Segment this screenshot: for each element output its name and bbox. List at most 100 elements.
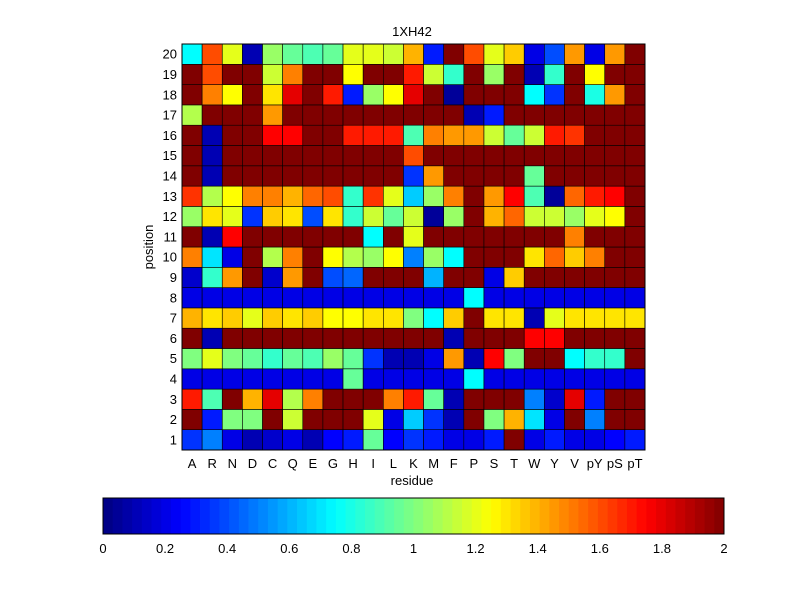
heatmap-cell [483, 145, 505, 167]
heatmap-cell [382, 287, 404, 309]
heatmap-cell [483, 84, 505, 106]
heatmap-cell [262, 185, 283, 207]
heatmap-cell [584, 368, 606, 390]
heatmap-cell [403, 246, 424, 268]
colorbar-segment [597, 498, 608, 534]
colorbar-tick-label: 0.8 [342, 541, 360, 556]
heatmap-cell [262, 124, 283, 146]
heatmap-cell [463, 348, 485, 370]
heatmap-cell [201, 409, 223, 430]
heatmap-cell [201, 226, 223, 248]
heatmap-cell [523, 145, 545, 167]
heatmap-cell [423, 165, 445, 187]
heatmap-cell [382, 185, 404, 207]
heatmap-cell [503, 64, 525, 85]
heatmap-cell [201, 104, 223, 126]
heatmap-cell [564, 165, 585, 187]
heatmap-cell [523, 348, 545, 370]
heatmap-cell [302, 64, 324, 85]
heatmap-cell [624, 43, 646, 65]
heatmap-cell [262, 409, 283, 430]
heatmap-cell [584, 124, 606, 146]
heatmap-cell [302, 124, 324, 146]
x-tick-label: P [470, 456, 479, 471]
x-tick-label: T [510, 456, 518, 471]
heatmap-cell [242, 104, 263, 126]
heatmap-cell [382, 165, 404, 187]
heatmap-cell [221, 368, 243, 390]
heatmap-cell [201, 429, 223, 451]
heatmap-cell [523, 429, 545, 451]
heatmap-cell [342, 327, 364, 349]
heatmap-cell [221, 266, 243, 288]
heatmap-cell [523, 307, 545, 329]
heatmap-cell [624, 368, 646, 390]
y-tick-label: 7 [170, 311, 177, 326]
colorbar-segment [452, 498, 463, 534]
heatmap-cell [503, 226, 525, 248]
heatmap-cell [624, 266, 646, 288]
heatmap-cell [282, 287, 304, 309]
heatmap-cell [624, 84, 646, 106]
heatmap-cell [242, 368, 263, 390]
heatmap-cell [584, 307, 606, 329]
heatmap-cell [302, 266, 324, 288]
heatmap-cell [262, 327, 283, 349]
heatmap-cell [584, 327, 606, 349]
heatmap-cell [604, 348, 626, 370]
chart-title: 1XH42 [392, 24, 432, 39]
heatmap-cell [302, 368, 324, 390]
heatmap-cell [362, 64, 384, 85]
heatmap-cell [463, 104, 485, 126]
heatmap-cell [342, 266, 364, 288]
heatmap-cell [503, 145, 525, 167]
heatmap-cell [503, 43, 525, 65]
heatmap-cell [604, 307, 626, 329]
heatmap-cell [242, 429, 263, 451]
heatmap-cell [604, 124, 626, 146]
colorbar-segment [442, 498, 453, 534]
heatmap-cell [463, 388, 485, 410]
heatmap-cell [242, 266, 263, 288]
heatmap-cell [322, 307, 344, 329]
heatmap-cell [262, 226, 283, 248]
heatmap-cell [483, 185, 505, 207]
heatmap-cell [423, 409, 445, 430]
heatmap-cell [584, 348, 606, 370]
heatmap-cell [584, 287, 606, 309]
heatmap-cell [564, 104, 585, 126]
heatmap-cell [342, 368, 364, 390]
heatmap-cell [564, 145, 585, 167]
heatmap-cell [382, 84, 404, 106]
heatmap-cell [584, 246, 606, 268]
heatmap-cell [201, 185, 223, 207]
heatmap-cells [181, 43, 646, 451]
heatmap-cell [282, 246, 304, 268]
heatmap-cell [201, 165, 223, 187]
heatmap-cell [423, 124, 445, 146]
heatmap-cell [181, 84, 203, 106]
heatmap-cell [262, 348, 283, 370]
heatmap-cell [262, 104, 283, 126]
heatmap-cell [544, 145, 565, 167]
x-tick-label: R [208, 456, 217, 471]
heatmap-cell [483, 124, 505, 146]
y-tick-label: 13 [163, 189, 177, 204]
x-axis-label: residue [391, 473, 434, 488]
heatmap-cell [483, 246, 505, 268]
colorbar-segment [704, 498, 715, 534]
colorbar-tick-labels: 0 0.2 0.4 0.6 0.8 1 1.2 1.4 1.6 1.8 2 [99, 541, 727, 556]
heatmap-cell [544, 124, 565, 146]
heatmap-cell [362, 124, 384, 146]
heatmap-cell [564, 348, 585, 370]
colorbar-segment [675, 498, 686, 534]
heatmap-cell [483, 287, 505, 309]
heatmap-cell [322, 206, 344, 227]
heatmap-cell [362, 226, 384, 248]
heatmap-cell [322, 388, 344, 410]
heatmap-cell [523, 124, 545, 146]
heatmap-cell [483, 165, 505, 187]
heatmap-cell [242, 307, 263, 329]
heatmap-cell [544, 104, 565, 126]
